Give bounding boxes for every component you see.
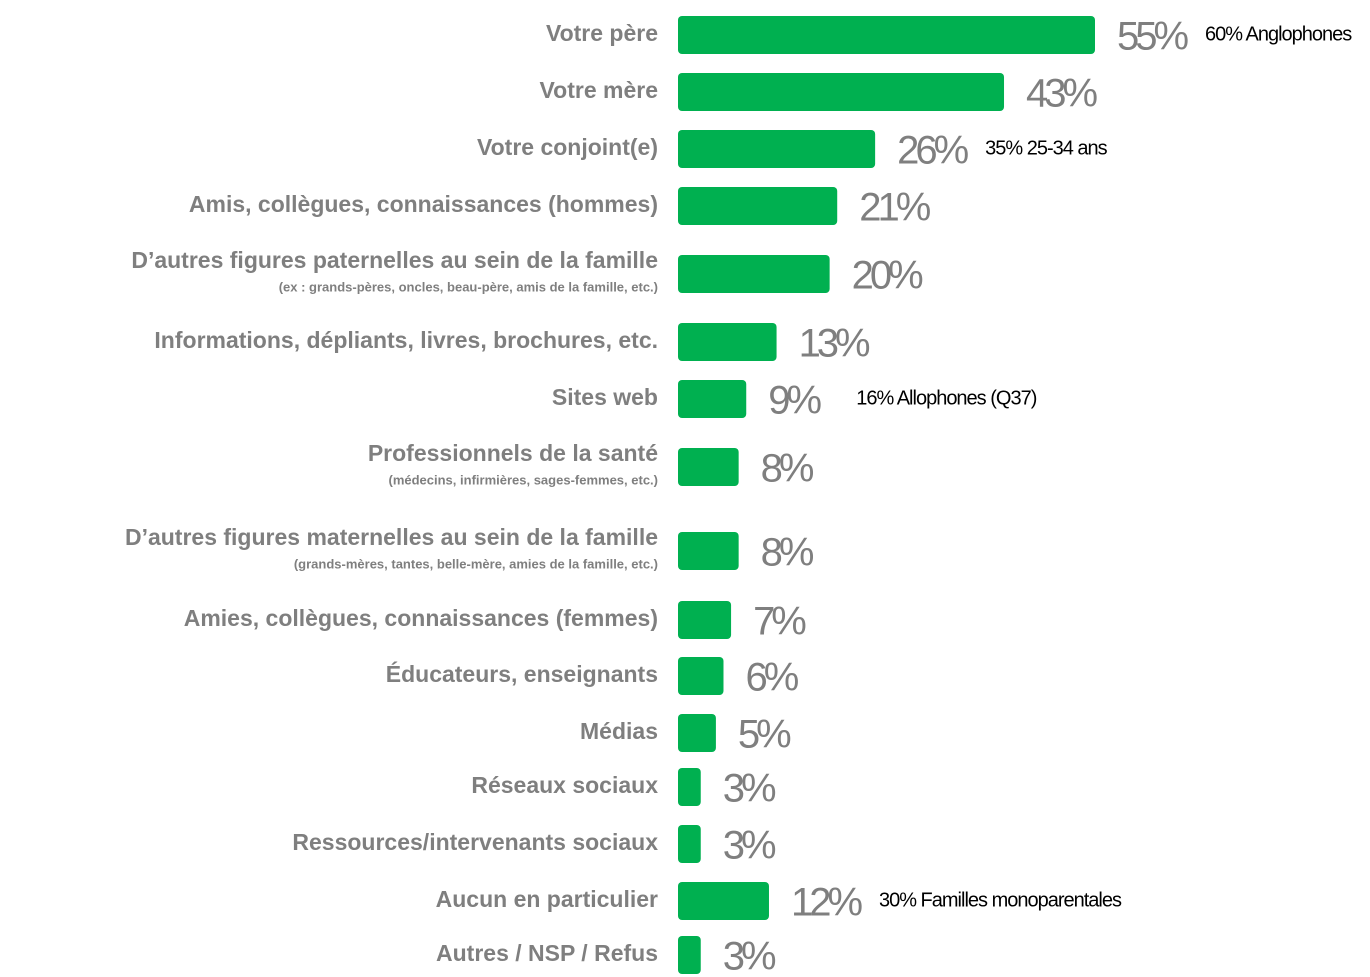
category-label: Sites web xyxy=(552,384,658,410)
value-label: 20% xyxy=(852,254,923,298)
bar xyxy=(678,16,1095,54)
category-label: Votre conjoint(e) xyxy=(477,134,658,160)
value-label: 3% xyxy=(723,935,776,977)
annotation: 16% Allophones (Q37) xyxy=(856,387,1036,409)
value-label: 8% xyxy=(761,531,814,575)
bar xyxy=(678,657,724,695)
value-label: 3% xyxy=(723,824,776,868)
bar xyxy=(678,936,701,974)
bar xyxy=(678,130,876,168)
value-label: 13% xyxy=(799,322,870,366)
category-label: D’autres figures paternelles au sein de … xyxy=(131,247,658,273)
bar xyxy=(678,825,701,863)
value-label: 21% xyxy=(859,186,930,230)
bar xyxy=(678,768,701,806)
annotation: 60% Anglophones xyxy=(1205,23,1352,45)
category-label: Votre père xyxy=(546,20,658,46)
bar xyxy=(678,323,777,361)
value-label: 55% xyxy=(1117,15,1188,59)
value-label: 8% xyxy=(761,447,814,491)
bar xyxy=(678,448,739,486)
category-sublabel: (ex : grands-pères, oncles, beau-père, a… xyxy=(279,279,658,294)
category-label: Réseaux sociaux xyxy=(471,772,658,798)
value-label: 43% xyxy=(1026,72,1097,116)
category-sublabel: (grands-mères, tantes, belle-mère, amies… xyxy=(294,556,658,571)
category-label: Aucun en particulier xyxy=(436,886,658,912)
bar xyxy=(678,255,830,293)
category-sublabel: (médecins, infirmières, sages-femmes, et… xyxy=(388,472,658,487)
category-label: Votre mère xyxy=(540,77,658,103)
category-label: Informations, dépliants, livres, brochur… xyxy=(154,327,658,353)
category-label: Professionnels de la santé xyxy=(368,440,658,466)
value-label: 3% xyxy=(723,767,776,811)
bar xyxy=(678,73,1005,111)
value-label: 5% xyxy=(738,713,791,757)
bar xyxy=(678,714,716,752)
category-label: Amis, collègues, connaissances (hommes) xyxy=(189,191,658,217)
bar xyxy=(678,380,747,418)
annotation: 35% 25-34 ans xyxy=(985,137,1108,159)
value-label: 12% xyxy=(791,881,862,925)
category-label: Amies, collègues, connaissances (femmes) xyxy=(184,605,658,631)
category-label: Éducateurs, enseignants xyxy=(386,660,658,687)
bar xyxy=(678,601,732,639)
bar xyxy=(678,187,838,225)
value-label: 6% xyxy=(745,656,798,700)
value-label: 26% xyxy=(897,129,968,173)
bar xyxy=(678,532,739,570)
category-label: D’autres figures maternelles au sein de … xyxy=(125,524,658,550)
category-label: Autres / NSP / Refus xyxy=(436,940,658,966)
annotation: 30% Familles monoparentales xyxy=(879,889,1122,911)
category-label: Ressources/intervenants sociaux xyxy=(292,829,658,855)
category-label: Médias xyxy=(580,718,658,744)
value-label: 9% xyxy=(768,379,821,423)
value-label: 7% xyxy=(753,600,806,644)
bar xyxy=(678,882,769,920)
